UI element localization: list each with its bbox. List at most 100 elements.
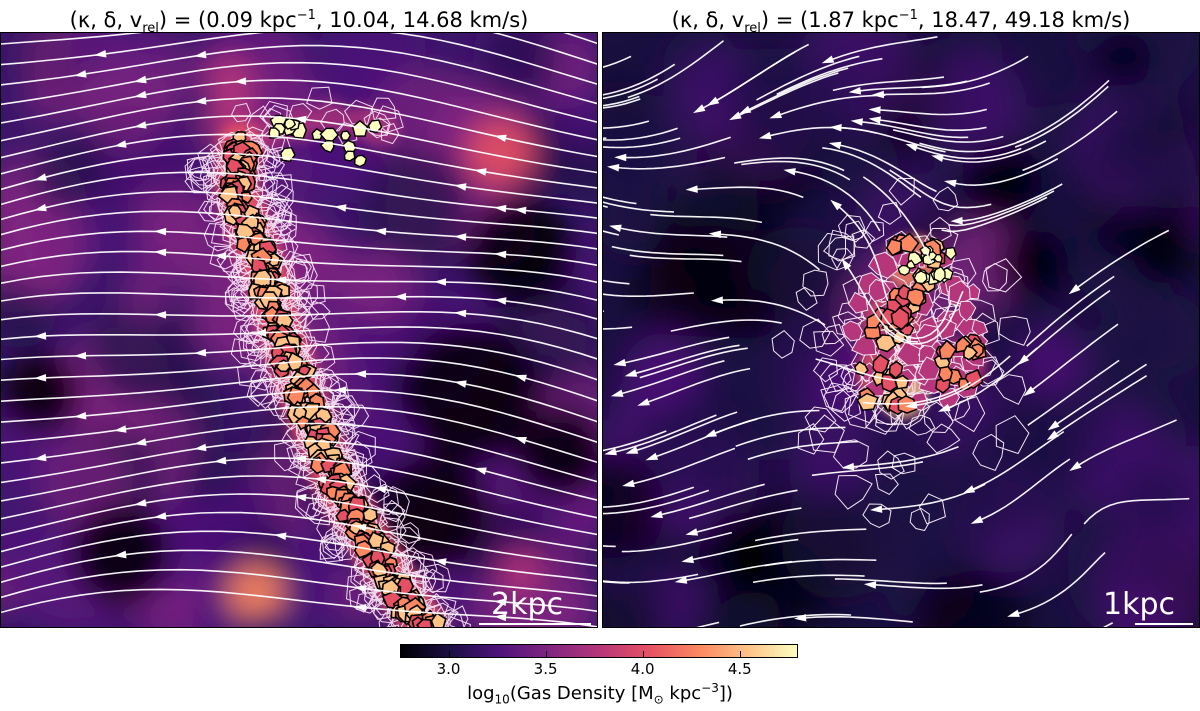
right-outer-cell — [795, 286, 818, 311]
left-streamline-arrow — [34, 332, 47, 340]
right-streamline — [775, 94, 886, 117]
left-streamline — [1, 530, 597, 582]
right-streamline-arrow — [1047, 420, 1060, 431]
left-streamline — [1, 61, 597, 123]
right-streamline — [941, 196, 1048, 233]
right-streamline-arrow — [769, 110, 782, 119]
left-streamline-arrow — [294, 494, 307, 502]
right-streamline — [603, 326, 633, 330]
right-streamline — [1052, 375, 1148, 438]
right-streamline — [976, 458, 1071, 522]
left-density-hotspot — [206, 53, 256, 103]
left-streamline-arrow — [294, 455, 307, 463]
right-outer-cell — [822, 235, 856, 262]
right-outer-cell — [908, 414, 936, 436]
left-streamline-arrow — [194, 348, 207, 357]
colorbar-tick-label: 4.0 — [630, 660, 655, 678]
right-streamline — [892, 129, 1004, 143]
colorbar-tick — [739, 651, 741, 658]
left-streamline — [1, 422, 597, 483]
right-outer-cell — [954, 395, 986, 433]
left-streamline — [1, 190, 597, 235]
left-outer-cell — [264, 200, 293, 229]
right-streamline-arrow — [783, 168, 796, 176]
left-streamline — [1, 357, 597, 402]
right-streamline-arrow — [863, 581, 877, 589]
right-streamline — [657, 483, 765, 517]
right-streamline — [911, 355, 1011, 407]
left-streamline-arrow — [134, 90, 147, 99]
left-density-panel: 2kpc — [0, 32, 598, 628]
left-outer-cell — [401, 557, 429, 585]
left-outer-cell — [444, 616, 471, 627]
right-streamline — [603, 120, 650, 129]
left-streamline — [1, 475, 597, 536]
right-streamline-arrow — [962, 485, 976, 494]
left-streamline-arrow — [454, 309, 467, 318]
left-streamline-arrow — [274, 276, 287, 284]
left-streamline-arrow — [314, 476, 327, 484]
right-streamline-arrow — [944, 179, 957, 188]
left-inner-cell — [353, 539, 374, 559]
right-streamline — [875, 118, 987, 131]
right-inner-cell — [906, 288, 925, 307]
right-streamline — [710, 409, 820, 436]
right-outer-cell — [819, 364, 852, 394]
left-inner-cell — [268, 127, 281, 139]
right-streamline-arrow — [704, 429, 717, 438]
right-streamline — [620, 336, 730, 365]
right-streamline-arrow — [729, 111, 742, 121]
right-streamline — [747, 440, 859, 461]
left-outer-cell — [197, 200, 221, 222]
right-streamline — [790, 170, 881, 232]
right-streamline-arrow — [868, 106, 881, 114]
left-panel-title: (κ, δ, vrel) = (0.09 kpc−1, 10.04, 14.68… — [69, 8, 529, 37]
left-scale-bar — [479, 623, 591, 625]
right-streamline — [832, 76, 945, 92]
right-streamline-arrow — [650, 510, 663, 519]
right-streamline — [615, 226, 728, 238]
left-outer-cell — [257, 154, 278, 176]
right-density-blob — [603, 190, 666, 258]
left-streamline — [1, 389, 597, 443]
left-streamline-arrow — [214, 456, 227, 465]
left-streamline-arrow — [494, 250, 507, 259]
left-streamline — [1, 326, 597, 360]
left-outer-cell — [231, 102, 252, 123]
right-density-blob — [918, 52, 1027, 160]
right-density-blob — [1142, 160, 1193, 211]
right-streamline — [627, 40, 724, 99]
right-outer-cell — [982, 263, 1008, 292]
left-outer-cell — [186, 156, 210, 181]
left-outer-cell — [237, 361, 269, 388]
left-outer-cell — [380, 122, 400, 145]
right-streamline — [836, 126, 946, 153]
right-outer-cell — [813, 330, 845, 357]
right-streamline-arrow — [604, 448, 617, 456]
right-outer-cell — [840, 362, 864, 387]
left-outer-cell — [319, 531, 344, 563]
right-streamline-arrow — [613, 358, 627, 367]
right-density-blob — [1124, 293, 1199, 378]
right-streamline — [603, 95, 640, 107]
right-inner-cell — [906, 259, 917, 269]
right-mid-cell — [847, 291, 869, 314]
right-mid-cell — [918, 341, 937, 363]
right-streamline-arrow — [850, 118, 863, 126]
colorbar-label: log10(Gas Density [M⊙ kpc−3]) — [467, 681, 733, 707]
right-streamline — [911, 145, 1022, 160]
right-streamline-arrow — [931, 154, 944, 162]
right-density-blob — [1089, 121, 1155, 187]
right-streamline — [603, 580, 630, 584]
left-streamline — [1, 405, 597, 464]
left-outer-cell — [289, 303, 311, 323]
right-density-blob — [780, 484, 895, 599]
left-inner-cell — [340, 130, 352, 141]
right-streamline — [610, 414, 717, 454]
right-streamline-arrow — [1007, 609, 1020, 617]
right-streamline-arrow — [609, 224, 622, 232]
right-density-patch — [1018, 328, 1088, 398]
left-streamline-arrow — [194, 443, 207, 452]
left-streamline — [1, 311, 597, 340]
right-streamline — [919, 137, 1029, 153]
